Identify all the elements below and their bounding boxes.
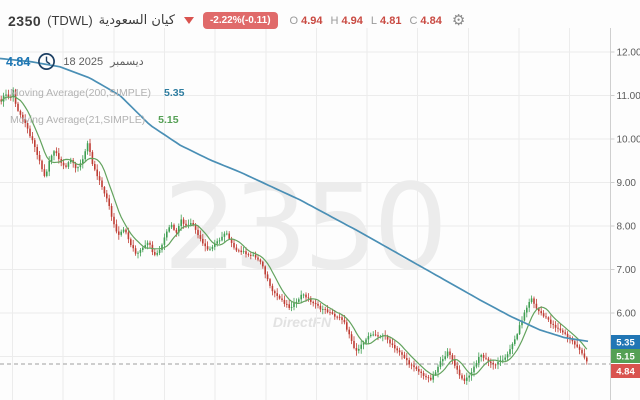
ohlc-readout: O 4.94 H 4.94 L 4.81 C 4.84	[290, 15, 442, 27]
date-month: ديسمبر	[110, 55, 144, 68]
ma200-label: Moving Average(200,SIMPLE)	[10, 87, 152, 99]
date-day-year: 18 2025	[63, 55, 104, 68]
close-label: C	[409, 14, 418, 27]
ma200-value: 5.35	[163, 87, 185, 99]
axis-label: 6.00	[617, 309, 637, 320]
ma21-value: 5.15	[158, 114, 179, 126]
symbol-code: 2350	[8, 12, 42, 29]
legend-ma21: Moving Average(21,SIMPLE) 5.15	[10, 114, 179, 126]
price-badge: 4.84	[616, 367, 635, 378]
legend-ma200: Moving Average(200,SIMPLE) 5.35	[10, 87, 184, 99]
exchange-code: (TDWL)	[47, 13, 93, 28]
open-label: O	[289, 14, 299, 27]
close-value: 4.84	[420, 14, 442, 27]
price-badge: 5.15	[616, 352, 635, 363]
axis-label: 8.00	[617, 222, 637, 233]
clock-icon	[38, 53, 56, 70]
axis-label: 9.00	[617, 178, 637, 189]
axis-label: 7.00	[617, 265, 637, 276]
axis-label: 10.00	[617, 135, 640, 146]
settings-gear-icon[interactable]: ⚙	[451, 12, 466, 29]
watermark-symbol: 2350	[162, 158, 448, 296]
last-price-label: 4.84	[6, 54, 31, 69]
change-badge: -2.22%(-0.11)	[202, 12, 278, 29]
instrument-name: كيان السعودية	[98, 13, 175, 28]
ma21-label: Moving Average(21,SIMPLE)	[10, 114, 146, 126]
low-label: L	[370, 14, 378, 27]
axis-label: 11.00	[617, 91, 640, 102]
open-value: 4.94	[301, 14, 323, 27]
axis-label: 12.00	[617, 48, 640, 59]
low-value: 4.81	[380, 14, 402, 27]
instrument-header: 2350 (TDWL) كيان السعودية -2.22%(-0.11) …	[8, 12, 465, 29]
price-badge: 5.35	[616, 338, 635, 349]
price-down-triangle-icon	[183, 17, 194, 24]
high-label: H	[330, 14, 339, 27]
crosshair-readout: 4.84 18 2025 ديسمبر	[6, 52, 144, 71]
high-value: 4.94	[341, 14, 363, 27]
